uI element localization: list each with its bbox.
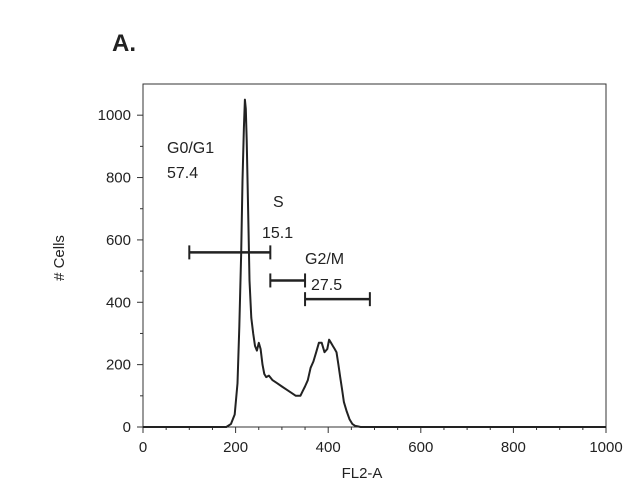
histogram-line [143, 98, 606, 428]
y-axis-title: # Cells [51, 235, 68, 281]
panel-label: A. [112, 30, 136, 57]
gate-value-label: 27.5 [311, 277, 342, 294]
y-tick-label: 0 [123, 419, 131, 436]
x-tick-label: 800 [501, 439, 526, 456]
y-tick-label: 400 [106, 294, 131, 311]
gate-name-label: S [273, 194, 284, 211]
gate-name-label: G2/M [305, 251, 344, 268]
y-tick-label: 200 [106, 357, 131, 374]
x-tick-label: 400 [316, 439, 341, 456]
x-axis-title: FL2-A [342, 465, 383, 482]
gate-name-label: G0/G1 [167, 140, 214, 157]
x-tick-label: 200 [223, 439, 248, 456]
y-tick-label: 600 [106, 232, 131, 249]
x-tick-label: 0 [139, 439, 147, 456]
y-tick-label: 1000 [98, 107, 131, 124]
gate-value-label: 15.1 [262, 225, 293, 242]
x-tick-label: 600 [408, 439, 433, 456]
y-tick-label: 800 [106, 170, 131, 187]
gate-value-label: 57.4 [167, 165, 198, 182]
plot-frame [142, 83, 607, 428]
x-tick-label: 1000 [589, 439, 622, 456]
